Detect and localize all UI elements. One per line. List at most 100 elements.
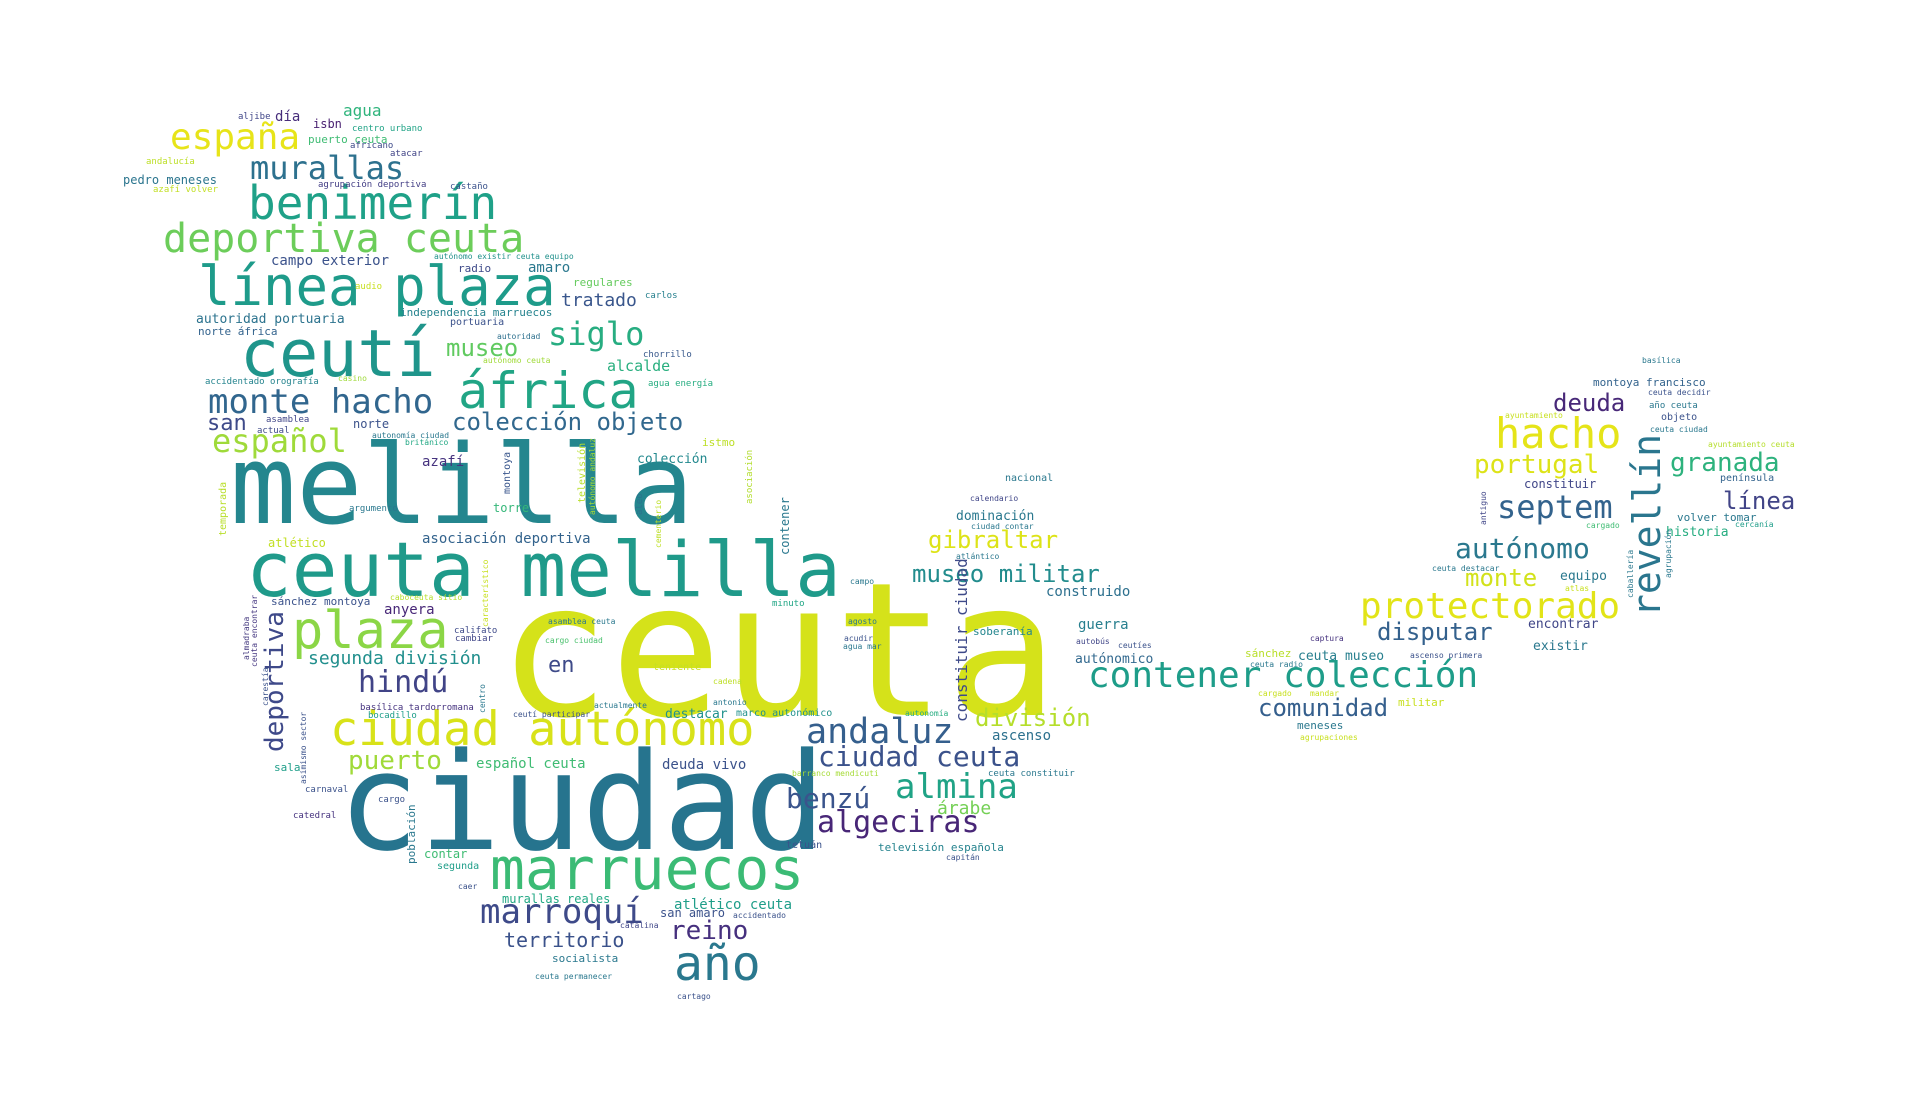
word-san-amaro: san amaro [660,906,726,920]
word-ayuntamiento: ayuntamiento [1505,411,1563,420]
word-socialista: socialista [552,952,619,965]
word-castano: castaño [450,182,488,192]
word-britanico: británico [405,438,449,447]
word-marruecos: marruecos [490,835,805,903]
word-puerto-ceuta: puerto ceuta [308,133,388,146]
word-ano-ceuta: año ceuta [1649,401,1698,411]
word-san: san [207,411,247,436]
word-asociacion-deportiva: asociación deportiva [422,531,591,547]
word-almina: almina [895,767,1018,807]
word-encontrar: encontrar [1528,617,1599,632]
word-autoridad: autoridad [497,332,541,341]
word-cercania: cercanía [1735,520,1774,529]
word-ceuta-museo: ceuta museo [1298,649,1385,664]
word-disputar: disputar [1377,618,1493,646]
word-andalucia: andalucía [146,157,195,167]
word-historia: historia [1666,525,1729,540]
word-captura: captura [1310,634,1344,643]
word-montoya-francisco: montoya francisco [1593,376,1706,389]
word-contener: contener [778,497,792,555]
word-tratado: tratado [561,290,637,311]
word-poblacion: población [405,804,418,864]
word-caracteristico: característico [481,559,490,627]
word-pedro-meneses: pedro meneses [123,173,217,187]
word-ceuta: ceuta [498,542,1058,759]
word-antonio: antonio [713,698,747,707]
word-atlantico: atlántico [956,552,1000,561]
word-existir: existir [1533,639,1588,654]
word-gibraltar: gibraltar [928,526,1059,554]
word-asimismo-sector: asimismo sector [299,711,308,784]
word-independencia-marruecos: independencia marruecos [400,306,553,319]
word-norte-africa: norte áfrica [198,325,278,338]
word-cargo: cargo [378,795,406,805]
word-segunda-division: segunda división [308,648,482,669]
word-portugal: portugal [1474,450,1600,480]
word-benimerin: benimerín [248,176,498,230]
word-ciudad-ceuta: ciudad ceuta [818,740,1021,773]
word-cargado-2: cargado [1586,521,1620,530]
word-actual: actual [257,426,290,436]
word-norte: norte [353,417,390,431]
word-hindu: hindú [358,665,449,700]
word-sanchez-montoya: sánchez montoya [271,595,371,608]
word-actualmente: actualmente [594,701,647,710]
word-atacar: atacar [390,149,423,159]
word-autonomo: autónomo [1455,532,1590,565]
word-caballeria: caballería [1626,549,1635,598]
word-melilla: melilla [230,421,694,549]
word-puerto: puerto [348,746,442,776]
word-atletico: atlético [268,536,326,550]
word-ciudad: ciudad [338,724,826,881]
word-autonomo-ceuta: autónomo ceuta [483,356,551,365]
word-construido: construido [1046,584,1131,600]
word-campo: campo [850,577,875,586]
word-dominacion: dominación [956,509,1035,524]
word-barranco-mendicuti: barranco mendicuti [792,769,879,778]
word-monte: monte [1465,564,1538,592]
word-carestia: carestía [261,667,270,706]
word-ceuta-radio: ceuta radio [1250,660,1303,669]
word-montoya: montoya [502,451,513,494]
word-catalina: catalina [620,921,659,930]
word-autobus: autobús [1076,637,1110,646]
word-en: en [548,653,575,678]
word-murallas: murallas [250,149,405,187]
word-agrupaciones: agrupaciones [1300,733,1358,742]
word-granada: granada [1670,448,1780,478]
word-museo: museo [446,334,519,362]
word-ceuta-encontrar: ceuta encontrar [250,594,259,667]
word-siglo: siglo [548,315,645,353]
word-plaza: plaza [292,601,449,661]
word-cartago: cartago [677,992,711,1001]
word-aljibe: aljibe [238,112,271,122]
word-cadena: cadena [713,677,742,686]
word-sanchez: sánchez [1245,647,1292,660]
word-torre: torre [493,501,530,515]
word-centro-urbano: centro urbano [352,124,423,134]
word-carlos: carlos [645,291,678,301]
word-autonomia: autonomía [905,709,949,718]
word-deportiva-ceuta: deportiva ceuta [163,216,525,262]
word-audio: audio [355,282,383,292]
word-septem: septem [1497,488,1613,526]
word-accidentado-orografia: accidentado orografía [205,377,319,387]
word-marco-autonomico: marco autonómico [736,708,833,719]
word-coleccion: colección [637,452,708,467]
word-television-espanola: televisión española [878,841,1004,854]
word-ciudad-contar: ciudad contar [971,522,1034,531]
word-casino: casino [338,374,367,383]
word-ayuntamiento-ceuta: ayuntamiento ceuta [1708,440,1795,449]
word-museo-militar: museo militar [912,560,1100,588]
word-minuto: minuto [772,599,805,609]
word-autonomico: autónomico [1075,652,1154,667]
word-teniente: teniente [653,662,702,673]
word-monte-hacho: monte hacho [208,382,434,422]
word-atlas: atlas [1565,584,1590,593]
word-espanol-ceuta: español ceuta [476,756,586,772]
word-ceuti: ceutí [240,317,436,392]
word-bocadillo: bocadillo [368,711,417,721]
word-autonomia-ciudad: autonomía ciudad [372,431,450,440]
word-benzu: benzú [786,782,871,815]
